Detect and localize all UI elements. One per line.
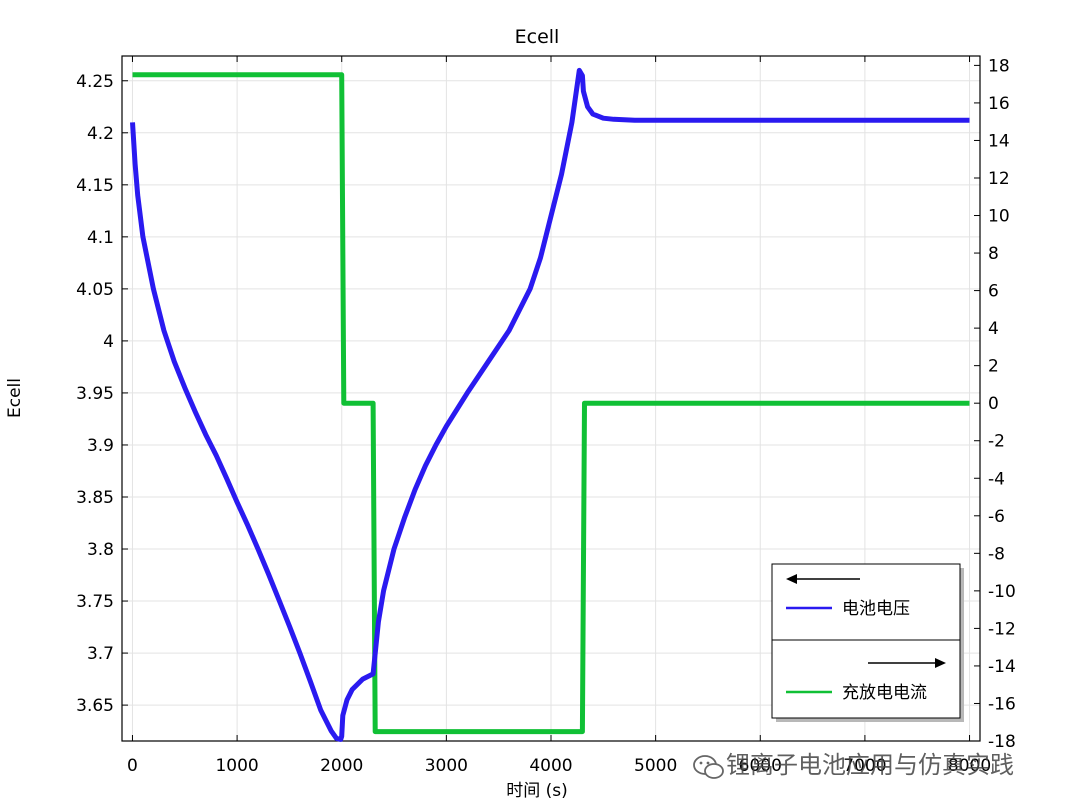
left-tick-label: 3.95 [76, 384, 114, 404]
left-tick-label: 3.75 [76, 592, 114, 612]
right-tick-label: 12 [988, 169, 1010, 189]
series-line-voltage [130, 67, 970, 742]
right-tick-label: -10 [988, 582, 1016, 602]
right-tick-label: 0 [988, 394, 999, 414]
x-tick-label: 4000 [529, 756, 572, 776]
chart-title: Ecell [515, 26, 560, 48]
x-tick-label: 7000 [843, 756, 886, 776]
right-tick-label: 16 [988, 94, 1010, 114]
right-tick-label: -6 [988, 507, 1005, 527]
left-tick-label: 3.65 [76, 696, 114, 716]
grid [122, 56, 980, 741]
axis-ticks: 0 1000 2000 3000 4000 5000 6000 7000 8000 3.65 3.7… [76, 56, 1016, 776]
left-tick-label: 4.15 [76, 176, 114, 196]
right-tick-label: 18 [988, 56, 1010, 76]
legend-label-current: 充放电电流 [842, 683, 927, 703]
right-tick-label: -8 [988, 544, 1005, 564]
right-tick-label: 14 [988, 131, 1010, 151]
right-tick-label: -2 [988, 432, 1005, 452]
right-tick-label: 2 [988, 357, 999, 377]
left-tick-label: 4 [103, 332, 114, 352]
x-tick-label: 0 [127, 756, 138, 776]
legend-label-voltage: 电池电压 [842, 599, 910, 619]
x-tick-label: 6000 [739, 756, 782, 776]
left-tick-label: 4.05 [76, 280, 114, 300]
right-tick-label: 8 [988, 244, 999, 264]
right-tick-label: 4 [988, 319, 999, 339]
x-tick-label: 8000 [948, 756, 991, 776]
left-tick-label: 4.25 [76, 72, 114, 92]
left-tick-label: 4.1 [87, 228, 114, 248]
x-tick-label: 5000 [634, 756, 677, 776]
right-tick-label: 10 [988, 207, 1010, 227]
right-tick-label: -12 [988, 619, 1016, 639]
left-tick-label: 3.8 [87, 540, 114, 560]
right-tick-label: -14 [988, 657, 1016, 677]
x-tick-label: 1000 [215, 756, 258, 776]
x-tick-label: 2000 [320, 756, 363, 776]
legend: 电池电压 充放电电流 [771, 563, 964, 722]
left-tick-label: 3.85 [76, 488, 114, 508]
x-axis-label: 时间 (s) [506, 781, 568, 801]
y-axis-label: Ecell [5, 378, 25, 418]
right-tick-label: -18 [988, 732, 1016, 752]
wechat-icon [693, 755, 724, 779]
right-arrow-icon [935, 658, 946, 668]
left-tick-label: 3.7 [87, 644, 114, 664]
x-tick-label: 3000 [425, 756, 468, 776]
right-tick-label: -16 [988, 694, 1016, 714]
watermark-text: 锂离子电池应用与仿真实践 [726, 751, 1014, 779]
left-tick-label: 3.9 [87, 436, 114, 456]
legend-box [771, 563, 961, 719]
watermark: 锂离子电池应用与仿真实践 [693, 751, 1014, 779]
series [130, 67, 970, 742]
right-tick-label: -4 [988, 469, 1005, 489]
right-tick-label: 6 [988, 282, 999, 302]
left-tick-label: 4.2 [87, 124, 114, 144]
series-line-current [132, 72, 970, 735]
left-arrow-icon [786, 574, 797, 584]
